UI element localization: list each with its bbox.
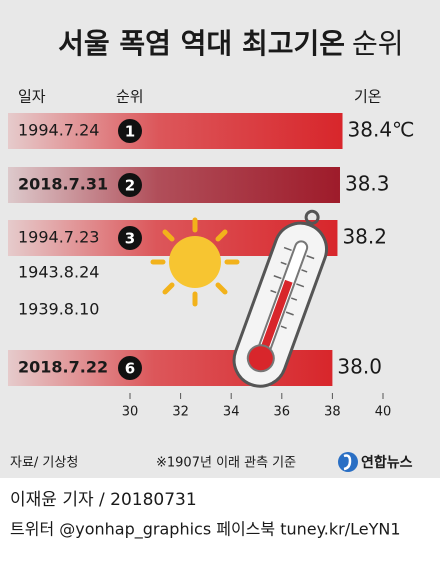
rank-badge	[118, 356, 142, 380]
rank-badge	[118, 226, 142, 250]
date-label: 2018.7.31	[18, 175, 108, 194]
rank-badge	[118, 119, 142, 143]
byline: 이재윤 기자 / 20180731	[10, 490, 197, 510]
date-label: 1994.7.24	[18, 121, 99, 140]
value-label: 38.2	[342, 225, 387, 249]
thermometer-illustration	[232, 209, 328, 388]
bar	[8, 167, 340, 203]
column-header: 기온	[354, 88, 382, 106]
bar	[8, 113, 343, 149]
brand-logo	[338, 452, 358, 472]
rank-badge	[118, 173, 142, 197]
date-label: 2018.7.22	[18, 358, 108, 377]
date-label: 1994.7.23	[18, 228, 99, 247]
chart-title: 서울 폭염 역대 최고기온	[58, 27, 345, 60]
value-label: 38.4℃	[348, 118, 415, 142]
rank-label: 3	[125, 230, 135, 248]
value-label: 38.0	[337, 355, 382, 379]
rank-label: 6	[125, 360, 135, 378]
rank-label: 2	[125, 177, 135, 195]
rank-label: 1	[125, 123, 135, 141]
x-tick-label: 30	[122, 405, 139, 420]
x-tick-label: 32	[172, 405, 189, 420]
sun-illustration	[150, 217, 240, 307]
date-label: 1943.8.24	[18, 263, 99, 282]
brand: 연합뉴스	[361, 454, 413, 471]
x-tick-label: 38	[324, 405, 341, 420]
sns: 트위터 @yonhap_graphics 페이스북 tuney.kr/LeYN1	[10, 520, 401, 540]
date-label: 1939.8.10	[18, 300, 99, 319]
value-label: 38.3	[345, 172, 390, 196]
x-tick-label: 36	[274, 405, 291, 420]
note: ※1907년 이래 관측 기준	[156, 456, 296, 471]
column-header: 일자	[18, 88, 46, 106]
column-header: 순위	[116, 88, 144, 106]
x-tick-label: 34	[223, 405, 240, 420]
x-tick-label: 40	[375, 405, 392, 420]
chart-title-suffix: 순위	[352, 27, 404, 60]
source: 자료/ 기상청	[10, 456, 78, 471]
